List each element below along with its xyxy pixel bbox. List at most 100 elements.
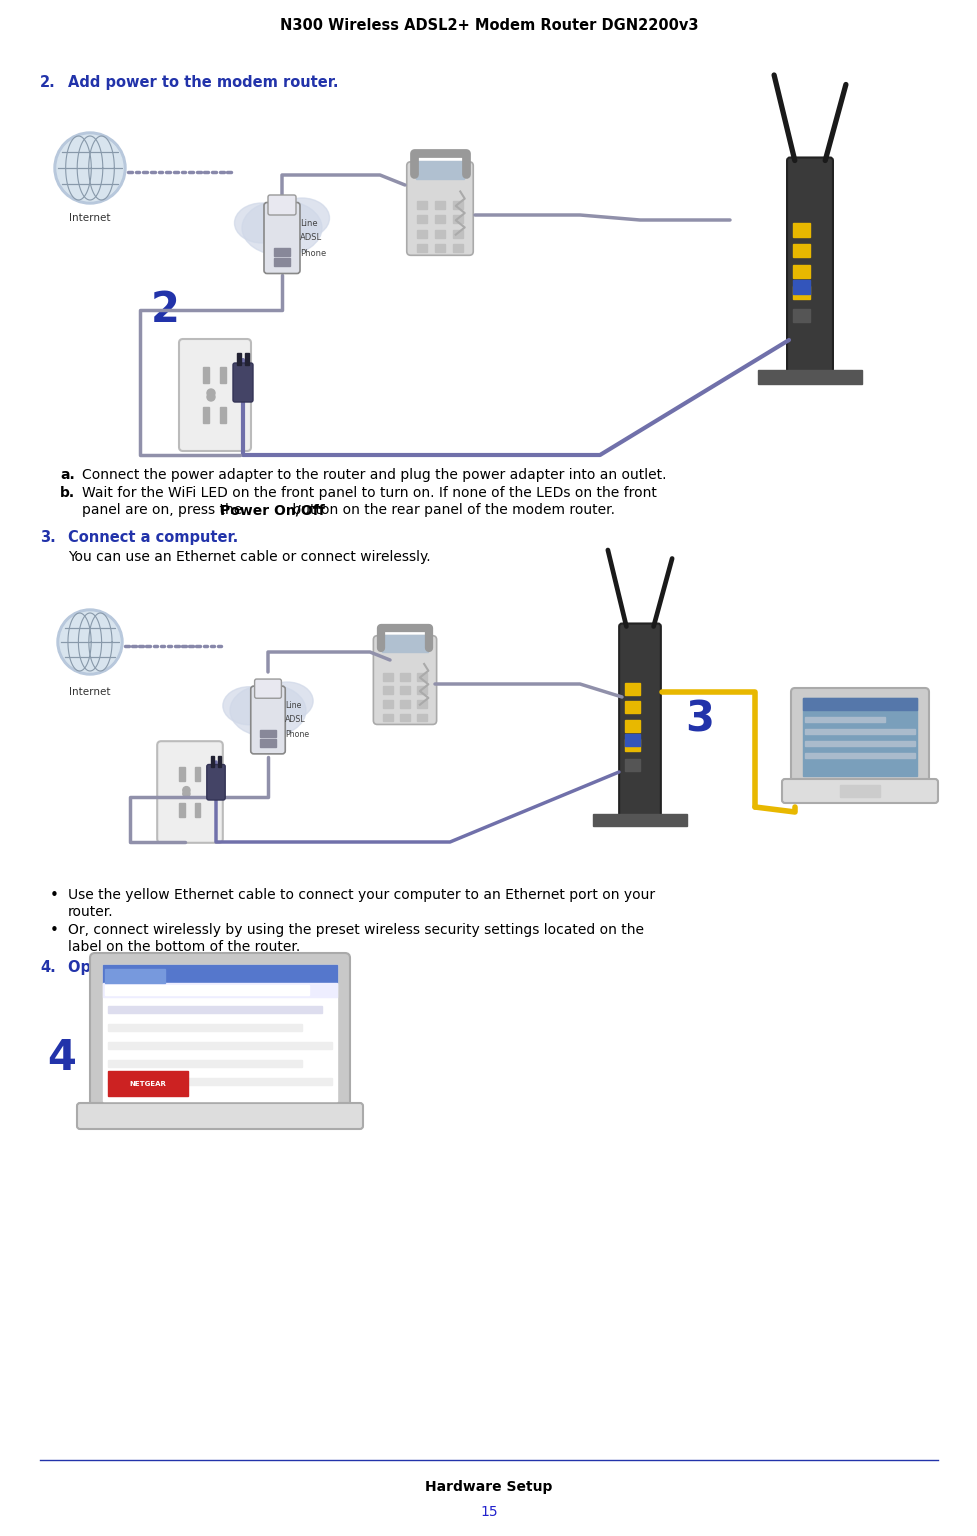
Bar bbox=[400, 700, 409, 708]
Bar bbox=[203, 407, 209, 422]
Bar bbox=[274, 247, 290, 257]
Text: Phone: Phone bbox=[300, 249, 326, 258]
Text: Hardware Setup: Hardware Setup bbox=[425, 1481, 552, 1495]
Bar bbox=[203, 367, 209, 382]
Bar bbox=[452, 244, 463, 252]
Ellipse shape bbox=[261, 682, 313, 720]
Bar bbox=[383, 714, 393, 722]
Bar bbox=[103, 965, 337, 983]
Text: a.: a. bbox=[60, 468, 74, 482]
FancyBboxPatch shape bbox=[406, 161, 473, 255]
Text: 4.: 4. bbox=[40, 960, 56, 975]
Text: •: • bbox=[50, 888, 59, 903]
Text: 3.: 3. bbox=[40, 530, 56, 545]
Text: 2: 2 bbox=[150, 289, 179, 330]
Text: N300 Wireless ADSL2+ Modem Router DGN2200v3: N300 Wireless ADSL2+ Modem Router DGN220… bbox=[279, 18, 698, 32]
Text: Line: Line bbox=[285, 702, 301, 710]
Text: Phone: Phone bbox=[285, 730, 309, 739]
Bar bbox=[452, 215, 463, 223]
Bar bbox=[107, 1078, 331, 1084]
Bar bbox=[593, 814, 686, 826]
Bar bbox=[383, 673, 393, 680]
Bar bbox=[802, 697, 916, 776]
FancyBboxPatch shape bbox=[264, 203, 300, 273]
Bar bbox=[107, 1071, 188, 1097]
Bar bbox=[792, 280, 809, 293]
Bar bbox=[624, 734, 639, 745]
Text: Open a browser.: Open a browser. bbox=[68, 960, 202, 975]
Bar bbox=[107, 1041, 331, 1049]
Bar bbox=[400, 714, 409, 722]
FancyBboxPatch shape bbox=[90, 952, 350, 1114]
Bar bbox=[107, 1006, 321, 1014]
Bar bbox=[416, 201, 427, 209]
Bar bbox=[382, 634, 427, 651]
Bar bbox=[792, 223, 809, 237]
Text: Add power to the modem router.: Add power to the modem router. bbox=[68, 75, 338, 91]
Bar bbox=[383, 687, 393, 694]
Text: Connect a computer.: Connect a computer. bbox=[68, 530, 238, 545]
Ellipse shape bbox=[275, 198, 329, 238]
Bar bbox=[194, 766, 199, 782]
FancyBboxPatch shape bbox=[206, 765, 225, 800]
Bar bbox=[624, 702, 639, 713]
Text: Internet: Internet bbox=[69, 214, 110, 223]
Bar bbox=[804, 740, 914, 746]
Bar bbox=[194, 803, 199, 817]
Bar bbox=[452, 201, 463, 209]
Bar bbox=[416, 714, 427, 722]
Bar bbox=[218, 756, 221, 766]
FancyBboxPatch shape bbox=[268, 195, 296, 215]
Circle shape bbox=[60, 611, 120, 673]
Bar bbox=[416, 244, 427, 252]
Bar bbox=[220, 367, 226, 382]
Bar bbox=[792, 286, 809, 300]
FancyBboxPatch shape bbox=[233, 362, 253, 402]
Bar bbox=[103, 965, 337, 1101]
Text: You can use an Ethernet cable or connect wirelessly.: You can use an Ethernet cable or connect… bbox=[68, 550, 430, 564]
Text: Or, connect wirelessly by using the preset wireless security settings located on: Or, connect wirelessly by using the pres… bbox=[68, 923, 643, 937]
Bar bbox=[245, 353, 249, 366]
Bar bbox=[179, 766, 185, 782]
Text: 15: 15 bbox=[480, 1505, 497, 1519]
Bar bbox=[107, 1025, 302, 1031]
Bar bbox=[105, 969, 165, 983]
Bar bbox=[434, 244, 445, 252]
Bar bbox=[434, 230, 445, 238]
Text: panel are on, press the: panel are on, press the bbox=[82, 502, 246, 518]
Text: Connect the power adapter to the router and plug the power adapter into an outle: Connect the power adapter to the router … bbox=[82, 468, 665, 482]
Bar bbox=[416, 161, 463, 178]
Text: 2.: 2. bbox=[40, 75, 56, 91]
Circle shape bbox=[54, 132, 126, 204]
Bar bbox=[624, 682, 639, 694]
Bar bbox=[416, 230, 427, 238]
Bar bbox=[839, 785, 879, 797]
Bar bbox=[274, 258, 290, 266]
Text: ADSL: ADSL bbox=[300, 233, 321, 243]
Bar bbox=[400, 673, 409, 680]
FancyBboxPatch shape bbox=[250, 687, 285, 754]
Text: Internet: Internet bbox=[69, 687, 110, 697]
Bar bbox=[792, 266, 809, 278]
FancyBboxPatch shape bbox=[790, 688, 928, 786]
Bar bbox=[416, 700, 427, 708]
Text: ADSL: ADSL bbox=[285, 716, 306, 725]
Circle shape bbox=[57, 135, 123, 201]
Circle shape bbox=[57, 608, 123, 674]
Bar bbox=[416, 215, 427, 223]
Bar bbox=[383, 700, 393, 708]
FancyBboxPatch shape bbox=[782, 779, 937, 803]
Circle shape bbox=[207, 389, 215, 396]
Bar bbox=[804, 717, 884, 722]
Bar bbox=[804, 730, 914, 734]
Text: 3: 3 bbox=[685, 699, 714, 740]
Circle shape bbox=[183, 786, 190, 794]
Text: Power On/Off: Power On/Off bbox=[220, 502, 324, 518]
Bar bbox=[210, 756, 214, 766]
Bar bbox=[416, 687, 427, 694]
Text: Wait for the WiFi LED on the front panel to turn on. If none of the LEDs on the : Wait for the WiFi LED on the front panel… bbox=[82, 485, 657, 501]
Bar bbox=[757, 370, 862, 384]
Ellipse shape bbox=[241, 201, 321, 255]
Text: Line: Line bbox=[300, 218, 318, 227]
Bar bbox=[260, 730, 276, 737]
